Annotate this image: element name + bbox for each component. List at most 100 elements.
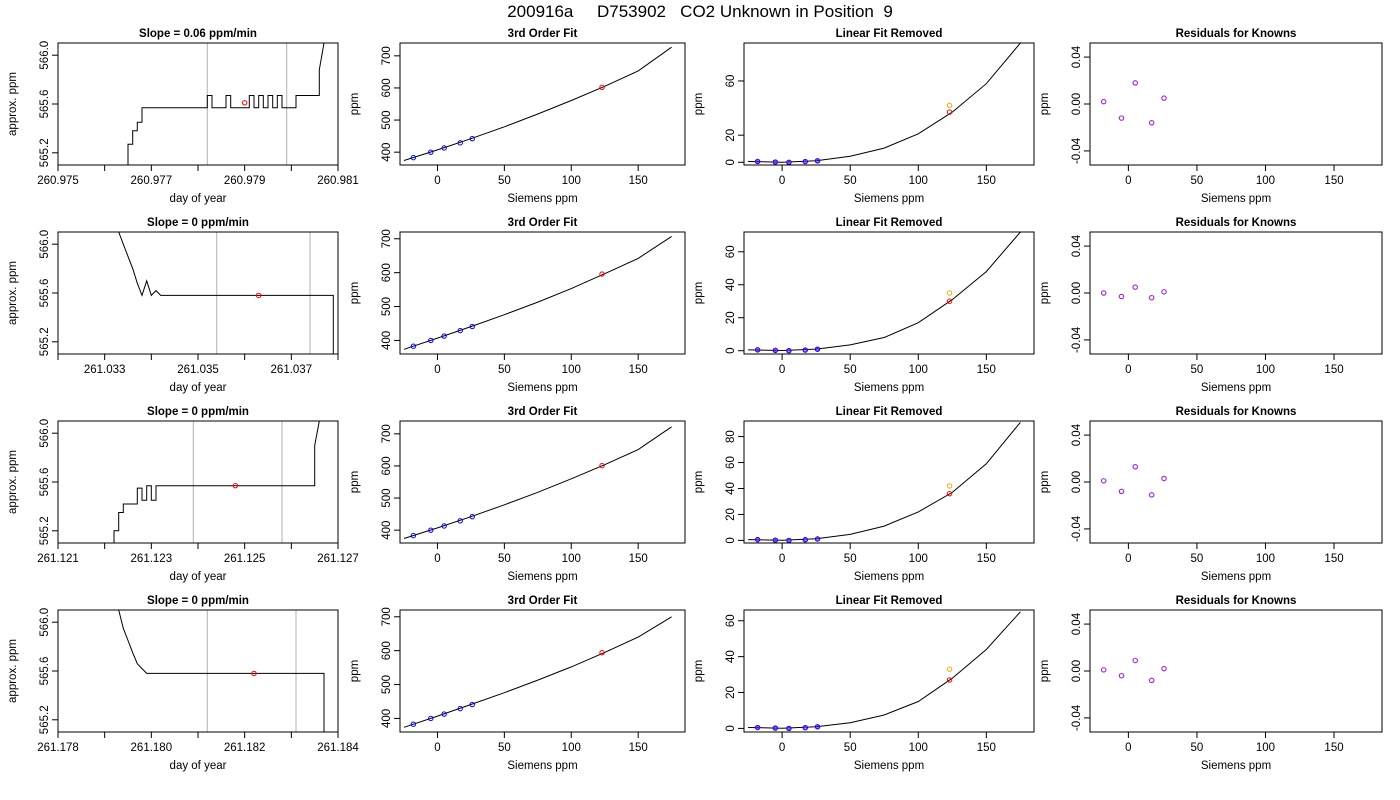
x-tick-label: 261.178: [37, 742, 79, 754]
x-tick-label: 150: [977, 742, 996, 754]
y-tick-label: 40: [725, 482, 737, 495]
y-tick-label: 566.0: [39, 230, 51, 259]
known-point-inner: [773, 160, 778, 164]
residual-point: [1148, 120, 1155, 126]
x-tick-label: 260.977: [131, 175, 173, 187]
unknown-point: [946, 490, 953, 497]
y-tick-label: 566.0: [39, 608, 51, 637]
known-point: [441, 711, 447, 717]
known-point-inner: [773, 726, 778, 730]
x-axis-label: Siemens ppm: [507, 571, 577, 583]
panel-frame: [1089, 609, 1383, 733]
x-tick-label: 261.125: [224, 553, 266, 565]
y-tick-label: 600: [381, 263, 393, 282]
y-axis-label: ppm: [1039, 93, 1051, 115]
x-axis-label: Siemens ppm: [854, 571, 924, 583]
x-tick-label: 260.975: [37, 175, 79, 187]
y-tick-label: 565.2: [39, 138, 51, 167]
x-axis-label: day of year: [170, 760, 227, 772]
y-tick-label: -0.04: [1071, 326, 1083, 353]
panel-title: Slope = 0 ppm/min: [147, 595, 249, 607]
y-tick-label: 60: [725, 245, 737, 258]
panel-1-3: Residuals for Knowns 0 50 100 150 -0.04 0.00 0.…: [1039, 217, 1383, 394]
panel-frame: [399, 42, 686, 166]
unknown-point: [232, 482, 239, 489]
x-tick-label: 50: [1191, 553, 1204, 565]
x-tick-label: 150: [977, 364, 996, 376]
x-axis-label: Siemens ppm: [1201, 571, 1271, 583]
known-point: [410, 532, 417, 539]
x-tick-label: 100: [562, 175, 581, 187]
page-title: 200916a D753902 CO2 Unknown in Position …: [507, 2, 893, 21]
known-point-inner: [787, 160, 791, 164]
x-tick-label: 50: [844, 175, 857, 187]
known-point: [457, 518, 463, 524]
fit-curve: [403, 426, 672, 539]
unknown-point: [251, 670, 257, 677]
x-tick-label: 0: [1125, 364, 1131, 376]
x-tick-label: 0: [779, 742, 785, 754]
unknown-point: [946, 109, 953, 115]
x-axis-label: Siemens ppm: [854, 760, 924, 772]
y-tick-label: 566.0: [39, 419, 51, 448]
y-tick-label: 60: [725, 614, 737, 627]
fit-curve: [403, 616, 672, 728]
y-axis-label: ppm: [349, 660, 361, 682]
panel-frame: [743, 420, 1035, 544]
panel-frame: [57, 609, 339, 733]
x-axis-label: Siemens ppm: [1201, 760, 1271, 772]
known-point: [814, 536, 821, 542]
panel-title: Linear Fit Removed: [836, 595, 943, 607]
known-point: [410, 343, 417, 349]
y-tick-label: 565.2: [39, 327, 51, 356]
residual-point: [1148, 294, 1155, 301]
y-tick-label: 565.6: [39, 90, 51, 119]
panel-title: 3rd Order Fit: [508, 217, 578, 229]
x-axis-label: Siemens ppm: [507, 382, 577, 394]
panel-title: Residuals for Knowns: [1176, 28, 1297, 40]
plot-area: [403, 46, 672, 161]
panel-frame: [57, 231, 339, 355]
x-tick-label: 260.981: [317, 175, 359, 187]
unknown-point: [946, 677, 953, 683]
panel-title: Residuals for Knowns: [1176, 217, 1297, 229]
panel-0-0: Slope = 0.06 ppm/min 260.975 260.977 260.97…: [7, 28, 359, 205]
plot-area: [748, 43, 1021, 165]
fit-curve: [403, 46, 672, 161]
panel-title: Residuals for Knowns: [1176, 406, 1297, 418]
y-axis-label: ppm: [1039, 660, 1051, 682]
panel-title: Slope = 0.06 ppm/min: [139, 28, 257, 40]
panel-title: 3rd Order Fit: [508, 28, 578, 40]
y-tick-label: 0.04: [1071, 234, 1083, 257]
known-point-inner: [803, 348, 807, 352]
y-tick-label: 20: [725, 686, 737, 699]
linear-unknown-point: [946, 102, 953, 109]
x-tick-label: 50: [498, 553, 511, 565]
x-tick-label: 150: [629, 364, 648, 376]
panel-3-1: 3rd Order Fit 0 50 100 150 400 500 600 700 Siemen…: [349, 595, 686, 772]
x-tick-label: 100: [1256, 742, 1275, 754]
known-point: [428, 337, 434, 344]
known-point-inner: [787, 538, 791, 543]
x-tick-label: 261.035: [177, 364, 219, 376]
x-axis-label: Siemens ppm: [507, 760, 577, 772]
trace-line: [118, 232, 334, 354]
panel-0-1: 3rd Order Fit 0 50 100 150 400 500 600 700 Siemen…: [349, 28, 686, 205]
y-axis-label: ppm: [349, 471, 361, 493]
y-tick-label: 565.6: [39, 468, 51, 497]
x-tick-label: 0: [434, 742, 440, 754]
known-point: [754, 536, 761, 543]
fit-curve: [748, 611, 1021, 729]
residual-point: [1132, 657, 1138, 664]
known-point: [786, 348, 792, 354]
x-axis-label: Siemens ppm: [1201, 382, 1271, 394]
x-tick-label: 100: [909, 742, 928, 754]
panel-title: 3rd Order Fit: [508, 595, 578, 607]
y-tick-label: 600: [381, 456, 393, 475]
known-point: [410, 721, 417, 727]
fit-curve: [748, 232, 1021, 352]
known-point-inner: [787, 726, 791, 731]
x-axis-label: Siemens ppm: [854, 382, 924, 394]
x-tick-label: 50: [498, 364, 511, 376]
x-tick-label: 0: [1125, 553, 1131, 565]
